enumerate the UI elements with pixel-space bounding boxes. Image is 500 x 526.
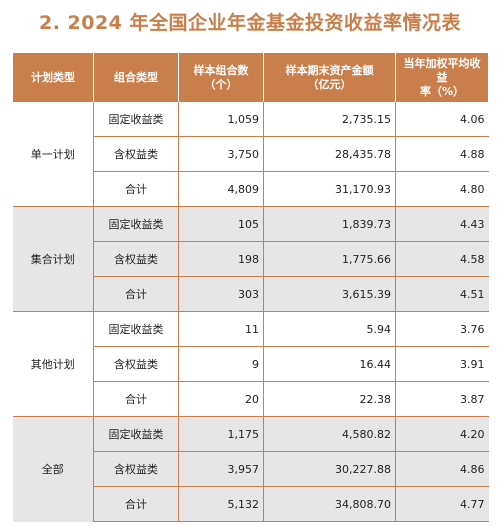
- col-header-assets: 样本期末资产金额 （亿元）: [263, 53, 396, 102]
- portfolio-type-cell: 含权益类: [93, 451, 179, 487]
- portfolio-type-cell: 固定收益类: [93, 206, 179, 242]
- return-rate-cell: 4.88: [395, 136, 489, 172]
- return-rate-cell: 4.58: [395, 241, 489, 277]
- count-cell: 11: [178, 311, 264, 347]
- col-header-count-text: 样本组合数 （个）: [193, 63, 249, 91]
- group-label: 全部: [12, 416, 94, 522]
- assets-cell: 1,775.66: [263, 241, 396, 277]
- return-rate-cell: 4.80: [395, 171, 489, 207]
- count-cell: 3,750: [178, 136, 264, 172]
- portfolio-type-cell: 含权益类: [93, 346, 179, 382]
- table-row: 其他计划 固定收益类 11 5.94 3.76: [12, 311, 489, 417]
- assets-cell: 31,170.93: [263, 171, 396, 207]
- portfolio-type-cell: 合计: [93, 486, 179, 522]
- portfolio-type-cell: 固定收益类: [93, 102, 179, 137]
- col-header-assets-text: 样本期末资产金额 （亿元）: [285, 63, 374, 91]
- table-row: 合计 5,132 34,808.70 4.77: [13, 486, 489, 522]
- return-rate-cell: 4.51: [395, 276, 489, 312]
- assets-cell: 3,615.39: [263, 276, 396, 312]
- return-rate-cell: 4.06: [460, 112, 485, 126]
- table-header: 计划类型 组合类型 样本组合数 （个） 样本期末资产金额 （亿元） 当年加权平均…: [12, 53, 489, 102]
- table-row: 含权益类 9 16.44 3.91: [13, 346, 489, 382]
- group-all: 全部 固定收益类 1,175 4,580.82 4.20 含权益类 3,957 …: [12, 416, 489, 522]
- assets-cell: 2,735.15: [263, 102, 396, 137]
- col-header-count: 样本组合数 （个）: [178, 53, 264, 102]
- group-single: 单一计划 固定收益类 1,059 2,735.15 4.06 含权益类 3,75…: [12, 102, 489, 207]
- group-other: 其他计划 固定收益类 11 5.94 3.76 含权益类 9 16.44 3.9…: [12, 311, 489, 417]
- col-header-portfolio-type: 组合类型: [93, 53, 179, 102]
- count-cell: 5,132: [178, 486, 264, 522]
- return-rate-cell: 4.86: [395, 451, 489, 487]
- portfolio-type-cell: 合计: [93, 381, 179, 417]
- count-cell: 20: [178, 381, 264, 417]
- portfolio-type-cell: 固定收益类: [93, 311, 179, 347]
- portfolio-type-cell: 含权益类: [93, 241, 179, 277]
- table-row: 含权益类 198 1,775.66 4.58: [13, 241, 489, 277]
- portfolio-type-cell: 合计: [93, 276, 179, 312]
- table-row: 含权益类 3,750 28,435.78 4.88: [13, 136, 489, 172]
- return-rate-cell: 4.77: [395, 486, 489, 522]
- assets-cell: 22.38: [263, 381, 396, 417]
- portfolio-type-cell: 固定收益类: [93, 416, 179, 452]
- col-header-return-rate-text: 当年加权平均收益 率（%）: [403, 56, 481, 98]
- table-row: 含权益类 3,957 30,227.88 4.86: [13, 451, 489, 487]
- assets-cell: 34,808.70: [263, 486, 396, 522]
- return-rate-cell: 3.91: [395, 346, 489, 382]
- count-cell: 3,957: [178, 451, 264, 487]
- group-label: 其他计划: [12, 311, 94, 417]
- col-header-plan-type: 计划类型: [12, 53, 94, 102]
- page-title: 2. 2024 年全国企业年金基金投资收益率情况表: [38, 12, 462, 34]
- count-cell: 1,059: [178, 102, 264, 137]
- portfolio-type-cell: 合计: [93, 171, 179, 207]
- table-row: 合计 303 3,615.39 4.51: [13, 276, 489, 312]
- assets-cell: 28,435.78: [263, 136, 396, 172]
- assets-cell: 1,839.73: [263, 206, 396, 242]
- assets-cell: 5.94: [263, 311, 396, 347]
- col-header-return-rate: 当年加权平均收益 率（%）: [395, 53, 489, 102]
- count-cell: 1,175: [178, 416, 264, 452]
- count-cell: 105: [178, 206, 264, 242]
- assets-cell: 16.44: [263, 346, 396, 382]
- count-cell: 198: [178, 241, 264, 277]
- table-row: 集合计划 固定收益类 105 1,839.73 4.43: [12, 206, 489, 312]
- group-label: 集合计划: [12, 206, 94, 312]
- table-row: 全部 固定收益类 1,175 4,580.82 4.20: [12, 416, 489, 522]
- count-cell: 9: [178, 346, 264, 382]
- table-row: 合计 20 22.38 3.87: [13, 381, 489, 417]
- pension-returns-table: 计划类型 组合类型 样本组合数 （个） 样本期末资产金额 （亿元） 当年加权平均…: [12, 53, 489, 522]
- count-cell: 303: [178, 276, 264, 312]
- table-row: 合计 4,809 31,170.93 4.80: [13, 171, 489, 207]
- assets-cell: 4,580.82: [263, 416, 396, 452]
- portfolio-type-cell: 含权益类: [93, 136, 179, 172]
- group-label: 单一计划: [12, 102, 94, 207]
- table-row: 单一计划 固定收益类 1,059 2,735.15 4.06: [12, 102, 489, 207]
- return-rate-cell: 4.20: [395, 416, 489, 452]
- return-rate-cell: 3.76: [395, 311, 489, 347]
- count-cell: 4,809: [178, 171, 264, 207]
- group-collective: 集合计划 固定收益类 105 1,839.73 4.43 含权益类 198 1,…: [12, 206, 489, 312]
- return-rate-cell: 3.87: [395, 381, 489, 417]
- assets-cell: 30,227.88: [263, 451, 396, 487]
- return-rate-cell: 4.43: [395, 206, 489, 242]
